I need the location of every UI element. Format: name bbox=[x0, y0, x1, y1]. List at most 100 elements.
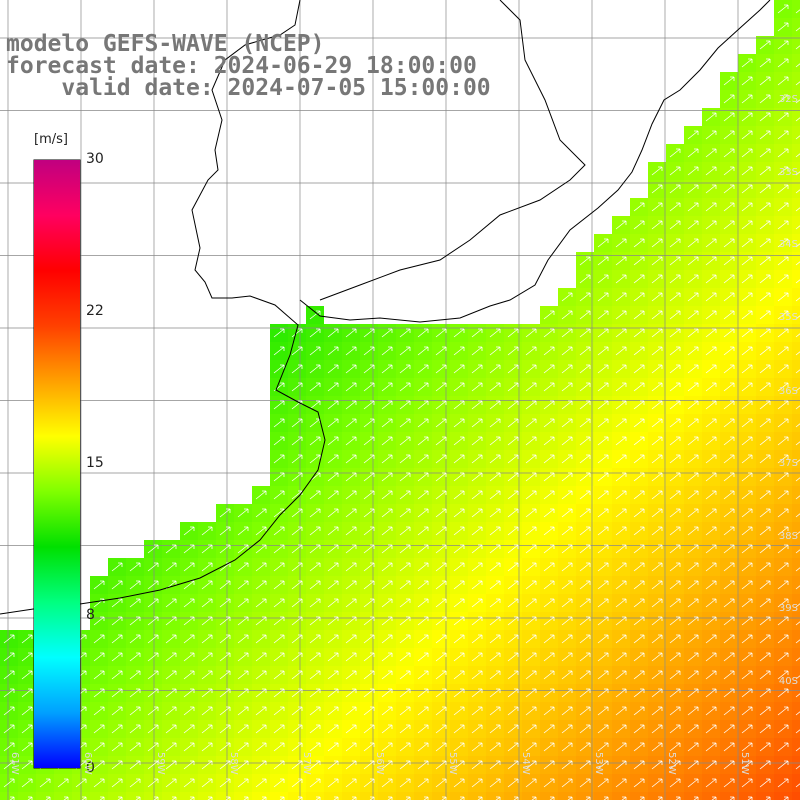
wind-cell bbox=[540, 792, 558, 800]
wind-arrow bbox=[777, 310, 789, 320]
wind-arrow bbox=[669, 706, 681, 716]
wind-arrow bbox=[777, 202, 789, 212]
wind-cell bbox=[792, 468, 800, 486]
wind-arrow bbox=[759, 292, 771, 302]
wind-arrow bbox=[651, 508, 663, 518]
wind-arrow bbox=[759, 310, 771, 320]
wind-arrow bbox=[723, 256, 735, 266]
wind-arrow bbox=[435, 436, 447, 446]
wind-arrow bbox=[363, 508, 375, 518]
wind-arrow bbox=[759, 436, 771, 446]
wind-cell bbox=[486, 792, 504, 800]
wind-arrow bbox=[111, 634, 123, 644]
wind-arrow bbox=[705, 616, 717, 626]
wind-arrow bbox=[687, 688, 699, 698]
wind-arrow bbox=[525, 706, 537, 716]
wind-arrow bbox=[777, 688, 789, 698]
wind-arrow bbox=[579, 760, 591, 770]
colorbar-tick-0: 0 bbox=[86, 760, 95, 776]
wind-arrow bbox=[525, 580, 537, 590]
wind-arrow bbox=[453, 778, 465, 788]
wind-arrow bbox=[453, 580, 465, 590]
wind-arrow bbox=[453, 454, 465, 464]
wind-arrow bbox=[759, 382, 771, 392]
wind-arrow bbox=[687, 508, 699, 518]
wind-arrow bbox=[327, 778, 339, 788]
wind-arrow bbox=[561, 562, 573, 572]
wind-arrow bbox=[435, 508, 447, 518]
wind-arrow bbox=[435, 598, 447, 608]
wind-arrow bbox=[507, 688, 519, 698]
wind-arrow bbox=[795, 351, 800, 356]
wind-arrow bbox=[423, 796, 429, 800]
wind-arrow bbox=[189, 796, 195, 800]
wind-cell bbox=[792, 0, 800, 18]
wind-arrow bbox=[579, 670, 591, 680]
wind-arrow bbox=[363, 724, 375, 734]
wind-arrow bbox=[525, 670, 537, 680]
wind-arrow bbox=[471, 598, 483, 608]
wind-arrow bbox=[561, 526, 573, 536]
wind-arrow bbox=[579, 346, 591, 356]
wind-arrow bbox=[633, 418, 645, 428]
wind-arrow bbox=[471, 688, 483, 698]
wind-arrow bbox=[345, 706, 357, 716]
wind-arrow bbox=[471, 742, 483, 752]
wind-arrow bbox=[261, 796, 267, 800]
wind-arrow bbox=[579, 472, 591, 482]
wind-arrow bbox=[633, 490, 645, 500]
wind-arrow bbox=[597, 472, 609, 482]
wind-arrow bbox=[363, 490, 375, 500]
wind-arrow bbox=[381, 634, 393, 644]
wind-arrow bbox=[543, 634, 555, 644]
wind-arrow bbox=[759, 670, 771, 680]
wind-arrow bbox=[75, 778, 87, 788]
wind-arrow bbox=[399, 778, 411, 788]
wind-arrow bbox=[201, 526, 213, 536]
wind-arrow bbox=[399, 760, 411, 770]
wind-arrow bbox=[363, 418, 375, 428]
wind-arrow bbox=[453, 472, 465, 482]
wind-arrow bbox=[723, 94, 735, 104]
wind-arrow bbox=[453, 616, 465, 626]
wind-arrow bbox=[795, 405, 800, 410]
wind-arrow bbox=[369, 796, 375, 800]
wind-arrow bbox=[99, 796, 105, 800]
wind-arrow bbox=[471, 328, 483, 338]
wind-arrow bbox=[651, 328, 663, 338]
wind-arrow bbox=[471, 778, 483, 788]
wind-arrow bbox=[363, 454, 375, 464]
wind-arrow bbox=[255, 778, 267, 788]
wind-arrow bbox=[273, 634, 285, 644]
wind-arrow bbox=[351, 796, 357, 800]
wind-arrow bbox=[255, 544, 267, 554]
wind-arrow bbox=[273, 652, 285, 662]
wind-arrow bbox=[687, 310, 699, 320]
wind-arrow bbox=[687, 130, 699, 140]
wind-arrow bbox=[777, 562, 789, 572]
wind-arrow bbox=[597, 400, 609, 410]
wind-arrow bbox=[507, 544, 519, 554]
wind-arrow bbox=[777, 166, 789, 176]
wind-arrow bbox=[417, 616, 429, 626]
wind-arrow bbox=[111, 616, 123, 626]
wind-arrow bbox=[615, 256, 627, 266]
wind-arrow bbox=[525, 346, 537, 356]
wind-arrow bbox=[273, 598, 285, 608]
wind-arrow bbox=[561, 346, 573, 356]
wind-arrow bbox=[651, 184, 663, 194]
wind-arrow bbox=[759, 130, 771, 140]
wind-arrow bbox=[165, 742, 177, 752]
wind-cell bbox=[792, 54, 800, 72]
wind-arrow bbox=[63, 796, 69, 800]
wind-arrow bbox=[111, 580, 123, 590]
wind-arrow bbox=[183, 760, 195, 770]
wind-arrow bbox=[399, 544, 411, 554]
wind-arrow bbox=[687, 454, 699, 464]
wind-arrow bbox=[543, 472, 555, 482]
wind-arrow bbox=[171, 796, 177, 800]
wind-arrow bbox=[561, 310, 573, 320]
wind-arrow bbox=[687, 202, 699, 212]
wind-arrow bbox=[561, 724, 573, 734]
wind-arrow bbox=[597, 616, 609, 626]
